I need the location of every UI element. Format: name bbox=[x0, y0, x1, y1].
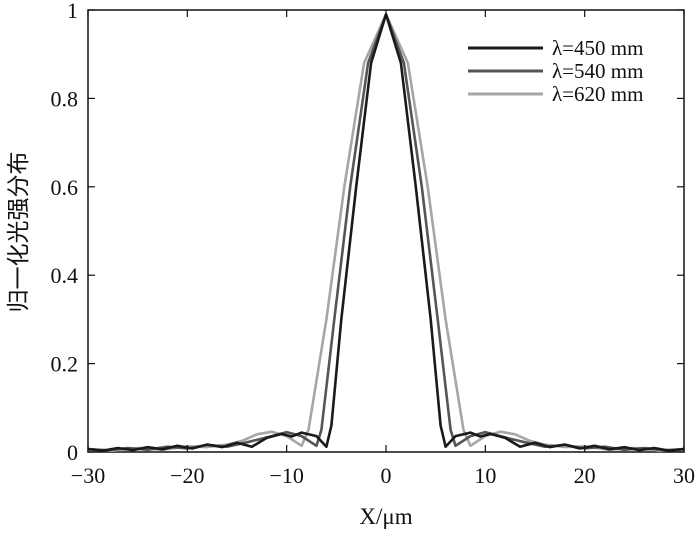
x-tick-label: −10 bbox=[269, 463, 303, 488]
y-tick-label: 0.8 bbox=[51, 86, 79, 111]
legend-label: λ=540 mm bbox=[552, 59, 643, 83]
x-tick-label: 20 bbox=[574, 463, 596, 488]
y-axis-label: 归一化光强分布 bbox=[6, 152, 31, 313]
x-axis-label: X/μm bbox=[359, 504, 412, 529]
tick-layer: −30 −20 −10 0 10 20 30 0 0.2 0.4 0.6 0.8 1 bbox=[51, 0, 696, 488]
legend: λ=450 mmλ=540 mmλ=620 mm bbox=[468, 36, 643, 106]
y-tick-label: 0.6 bbox=[51, 175, 79, 200]
x-tick-label: 10 bbox=[474, 463, 496, 488]
x-tick-label: 30 bbox=[673, 463, 695, 488]
y-tick-label: 0.4 bbox=[51, 263, 79, 288]
y-tick-label: 0 bbox=[67, 440, 78, 465]
y-tick-label: 1 bbox=[67, 0, 78, 23]
legend-label: λ=450 mm bbox=[552, 36, 643, 60]
x-tick-label: 0 bbox=[381, 463, 392, 488]
x-tick-label: −20 bbox=[170, 463, 204, 488]
y-tick-label: 0.2 bbox=[51, 352, 79, 377]
legend-label: λ=620 mm bbox=[552, 82, 643, 106]
x-tick-label: −30 bbox=[71, 463, 105, 488]
